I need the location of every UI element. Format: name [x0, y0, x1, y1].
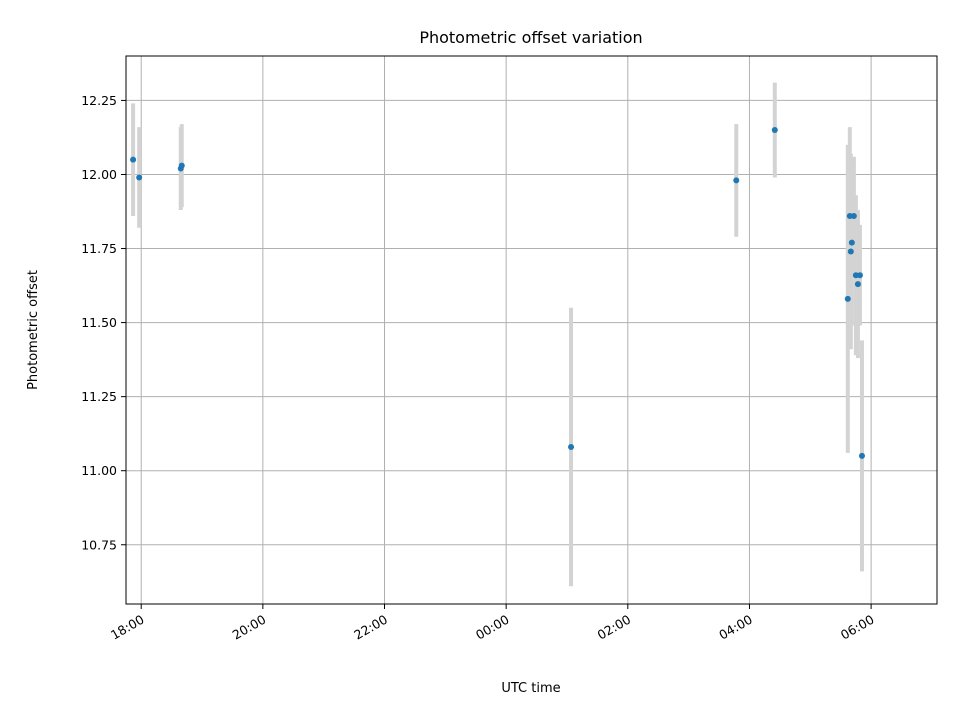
- grid: [126, 56, 937, 604]
- chart-title: Photometric offset variation: [419, 28, 642, 47]
- data-point: [136, 174, 143, 181]
- data-point: [178, 162, 185, 169]
- data-points: [130, 127, 865, 459]
- y-tick-label: 11.75: [81, 241, 117, 256]
- data-point: [858, 452, 865, 459]
- plot-frame: [125, 55, 938, 605]
- y-tick-label: 11.50: [81, 315, 117, 330]
- y-tick-label: 12.25: [81, 93, 117, 108]
- data-point: [854, 281, 861, 288]
- data-point: [130, 156, 137, 163]
- data-point: [844, 295, 851, 302]
- y-axis-label: Photometric offset: [26, 270, 41, 390]
- data-point: [850, 212, 857, 219]
- data-point: [847, 248, 854, 255]
- data-point: [568, 444, 575, 451]
- y-tick-label: 11.25: [81, 389, 117, 404]
- data-point: [771, 127, 778, 134]
- x-axis-label: UTC time: [501, 681, 560, 696]
- data-point: [733, 177, 740, 184]
- data-point: [848, 239, 855, 246]
- data-point: [856, 272, 863, 279]
- y-tick-label: 11.00: [81, 463, 117, 478]
- y-tick-label: 10.75: [81, 537, 117, 552]
- y-tick-label: 12.00: [81, 167, 117, 182]
- y-axis-ticks: 10.75 11.00 11.25 11.50 11.75 12.00 12.25: [81, 93, 126, 552]
- plot-area: [126, 56, 937, 604]
